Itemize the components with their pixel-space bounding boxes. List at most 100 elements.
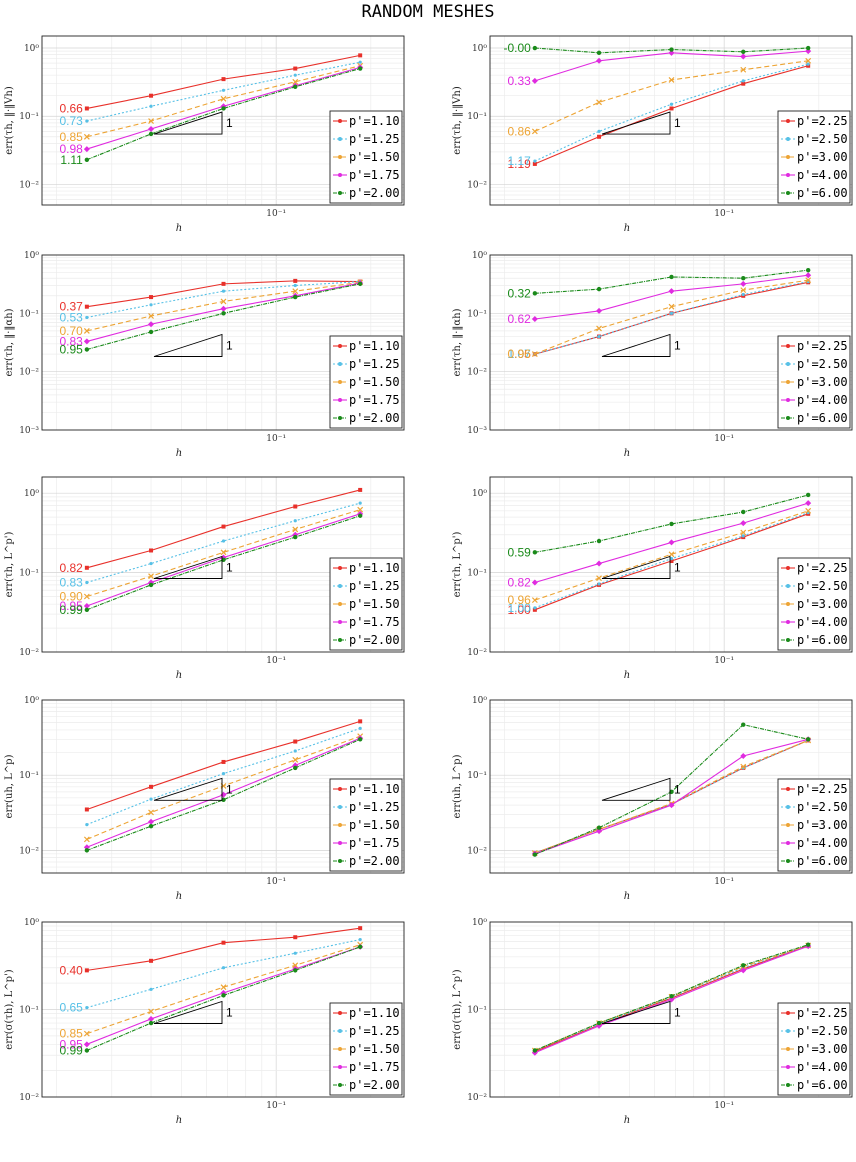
legend-marker <box>338 380 342 384</box>
data-point <box>597 334 601 339</box>
y-tick-label: 10⁰ <box>24 918 39 928</box>
data-point <box>85 119 89 123</box>
data-point <box>531 77 538 84</box>
y-tick-label: 10⁰ <box>472 696 487 706</box>
y-axis-label: err(σ(τh), L^p') <box>4 969 15 1050</box>
y-tick-label: 10⁻² <box>19 1093 39 1103</box>
data-point <box>149 93 154 98</box>
data-point <box>669 521 674 527</box>
data-point <box>740 53 747 60</box>
data-point <box>596 99 602 106</box>
slope-label: 0.85 <box>60 130 84 144</box>
legend-marker <box>338 173 342 177</box>
data-point <box>669 106 674 111</box>
data-point <box>83 146 90 153</box>
data-point <box>84 1048 90 1053</box>
data-point <box>669 559 674 564</box>
data-point <box>148 126 155 133</box>
data-point <box>805 942 811 947</box>
legend-entry: p'=1.10 <box>349 782 400 796</box>
series-line <box>86 946 361 1052</box>
y-tick-label: 10⁰ <box>472 489 487 499</box>
slope-label: 0.99 <box>60 603 84 617</box>
legend-entry: p'=2.25 <box>797 114 848 128</box>
data-point <box>668 303 675 310</box>
data-point <box>740 280 747 287</box>
legend-entry: p'=6.00 <box>797 854 848 868</box>
legend-entry: p'=4.00 <box>797 168 848 182</box>
data-point <box>148 1020 154 1026</box>
data-point <box>221 289 226 293</box>
plot-frame <box>489 699 853 874</box>
y-tick-label: 10⁻² <box>19 180 39 190</box>
panel-7: 10⁻² 10⁻¹ 10⁰ 10⁻¹ h err(uh, L^p) 1 p'=1.10 p'=1… <box>4 696 405 902</box>
x-axis-label: h <box>176 891 182 902</box>
slope-label: 0.98 <box>60 142 84 156</box>
slope-label: 1.00 <box>508 603 532 617</box>
data-point <box>740 752 747 759</box>
data-point <box>84 848 90 853</box>
legend-marker <box>786 566 790 570</box>
plot-frame <box>41 699 405 874</box>
panel-4: 10⁻³ 10⁻² 10⁻¹ 10⁰ 10⁻¹ h err(τh, ‖·‖αh) 1.051.… <box>452 251 853 459</box>
y-tick-label: 10⁻¹ <box>19 309 39 319</box>
data-point <box>148 313 154 319</box>
data-point <box>358 60 362 64</box>
data-point <box>84 607 90 613</box>
data-point <box>805 272 812 279</box>
slope-triangle-label: 1 <box>674 116 681 130</box>
legend-entry: p'=2.00 <box>349 186 400 200</box>
data-point <box>668 551 675 558</box>
legend-marker <box>338 1011 342 1015</box>
data-point <box>149 958 154 963</box>
legend-entry: p'=1.50 <box>349 1042 400 1056</box>
y-tick-label: 10⁻¹ <box>467 309 487 319</box>
data-point <box>740 763 747 770</box>
data-point <box>596 575 602 582</box>
slope-label: 0.70 <box>60 324 84 338</box>
data-point <box>293 294 298 300</box>
legend-entry: p'=3.00 <box>797 150 848 164</box>
plot-frame <box>489 476 853 653</box>
data-point <box>292 526 299 533</box>
slope-triangle <box>601 777 671 801</box>
data-point <box>531 597 538 604</box>
data-point <box>292 78 299 85</box>
slope-label: 0.95 <box>60 1037 84 1051</box>
data-point <box>531 351 538 358</box>
data-point <box>221 524 226 529</box>
legend-marker <box>786 841 790 845</box>
data-point <box>293 749 297 753</box>
data-point <box>149 987 153 991</box>
legend-marker <box>338 602 342 606</box>
series-line <box>86 68 361 161</box>
data-point <box>220 95 227 102</box>
legend-marker <box>786 787 790 791</box>
series-line <box>534 269 809 294</box>
data-point <box>149 784 154 789</box>
legend-entry: p'=1.25 <box>349 800 400 814</box>
data-point <box>668 49 675 56</box>
data-point <box>221 311 226 316</box>
slope-label: 0.65 <box>60 1001 84 1015</box>
y-tick-label: 10⁰ <box>472 44 487 54</box>
slope-label: 0.53 <box>60 310 84 324</box>
slope-label: 1.00 <box>508 601 532 615</box>
data-point <box>292 288 299 295</box>
legend-entry: p'=6.00 <box>797 186 848 200</box>
data-point <box>597 582 601 586</box>
y-tick-label: 10⁻¹ <box>19 771 39 781</box>
data-point <box>221 106 226 111</box>
legend-entry: p'=1.75 <box>349 1060 400 1074</box>
x-tick-label: 10⁻¹ <box>266 656 286 666</box>
slope-triangle <box>601 555 671 579</box>
x-tick-label: 10⁻¹ <box>714 656 734 666</box>
series-line <box>534 281 809 355</box>
slope-label: 0.90 <box>60 590 84 604</box>
y-axis-label: err(τh, L^p') <box>452 532 463 598</box>
legend-marker <box>338 191 342 195</box>
data-point <box>531 579 538 586</box>
legend-marker <box>786 1083 790 1087</box>
data-point <box>805 507 812 514</box>
slope-triangle <box>601 1000 671 1024</box>
